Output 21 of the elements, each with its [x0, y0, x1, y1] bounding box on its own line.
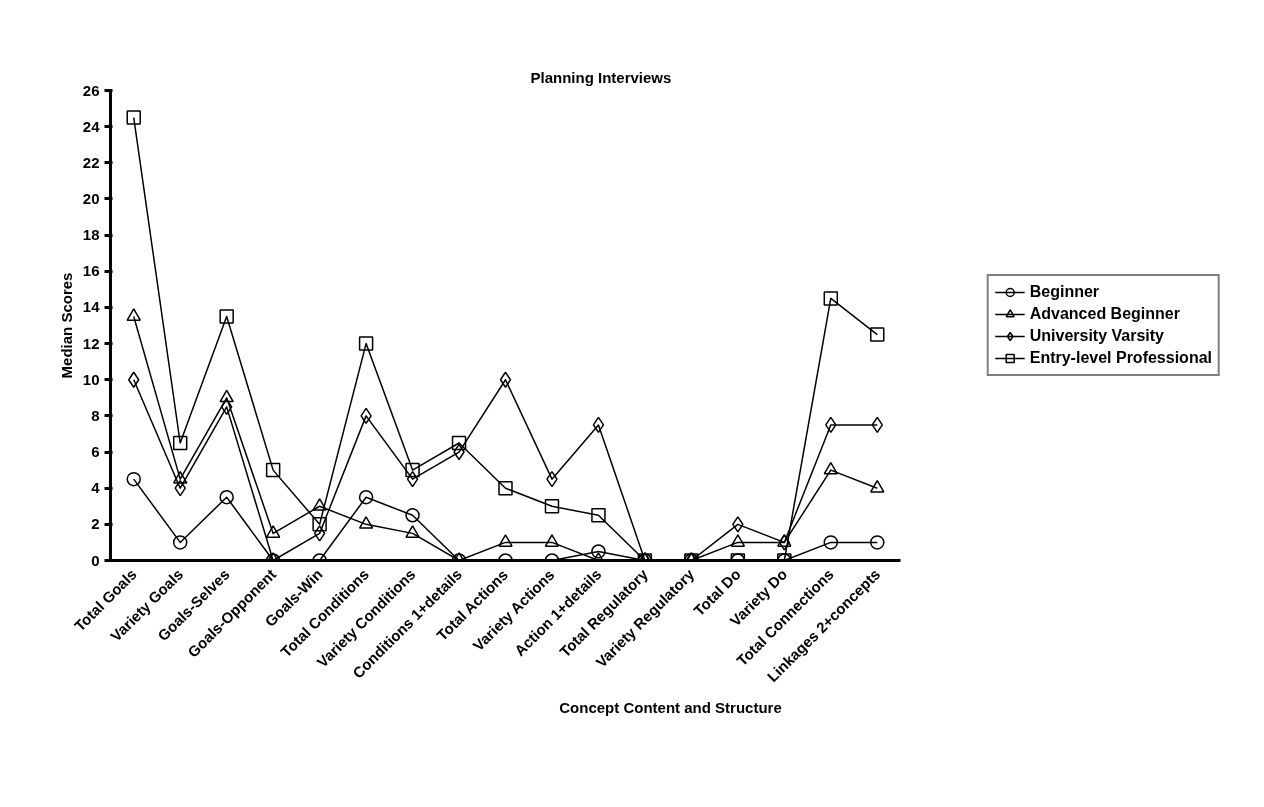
legend-label: Beginner [1029, 283, 1100, 301]
y-tick-label: 16 [82, 262, 100, 280]
y-tick-label: 24 [82, 117, 101, 135]
y-axis-title: Median Scores [57, 272, 75, 379]
y-tick-label: 8 [91, 406, 100, 424]
legend-label: University Varsity [1029, 327, 1164, 345]
x-axis-title: Concept Content and Structure [559, 699, 782, 717]
legend-label: Advanced Beginner [1029, 305, 1180, 323]
legend-label: Entry-level Professional [1029, 349, 1212, 367]
y-tick-label: 20 [82, 189, 100, 207]
y-tick-label: 18 [82, 226, 100, 244]
y-tick-label: 2 [91, 515, 100, 533]
y-tick-label: 4 [91, 479, 101, 497]
y-tick-label: 10 [82, 370, 100, 388]
y-tick-label: 26 [82, 81, 100, 99]
chart-title: Planning Interviews [530, 68, 672, 86]
y-tick-label: 0 [91, 551, 100, 569]
y-tick-label: 14 [82, 298, 101, 316]
y-tick-label: 22 [82, 153, 100, 171]
y-tick-label: 6 [91, 443, 100, 461]
y-tick-label: 12 [82, 334, 100, 352]
